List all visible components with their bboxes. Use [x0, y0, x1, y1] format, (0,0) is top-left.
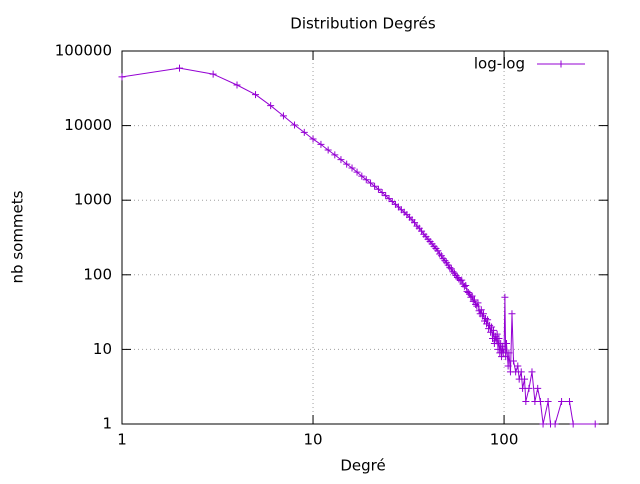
- point-marker: [291, 121, 299, 129]
- y-tick-label: 10: [93, 340, 112, 358]
- point-marker: [536, 398, 544, 406]
- chart-title: Distribution Degrés: [290, 15, 436, 33]
- point-marker: [539, 420, 547, 428]
- point-marker: [337, 156, 345, 164]
- y-tick-label: 100000: [55, 42, 112, 60]
- point-marker: [498, 342, 506, 350]
- point-marker: [489, 326, 497, 334]
- x-tick-label: 1: [117, 431, 127, 449]
- point-marker: [551, 420, 559, 428]
- point-marker: [495, 334, 503, 342]
- point-marker: [477, 306, 485, 314]
- point-marker: [233, 81, 241, 89]
- point-marker: [362, 176, 370, 184]
- point-marker: [453, 274, 461, 282]
- point-marker: [591, 420, 599, 428]
- point-marker: [209, 70, 217, 78]
- point-marker: [501, 293, 509, 301]
- y-tick-label: 100: [83, 265, 112, 283]
- point-marker: [462, 281, 470, 289]
- point-marker: [252, 91, 260, 99]
- point-marker: [309, 135, 317, 143]
- point-marker: [300, 128, 308, 136]
- point-marker: [483, 320, 491, 328]
- point-marker: [279, 112, 287, 120]
- point-marker: [446, 264, 454, 272]
- point-marker: [558, 398, 566, 406]
- point-marker: [528, 368, 536, 376]
- point-marker: [569, 420, 577, 428]
- point-marker: [378, 188, 386, 196]
- series-line: [121, 67, 596, 425]
- point-marker: [343, 160, 351, 168]
- point-marker: [517, 368, 525, 376]
- point-marker: [503, 339, 511, 347]
- point-marker: [519, 384, 527, 392]
- point-marker: [434, 247, 442, 255]
- x-tick-label: 100: [490, 431, 519, 449]
- point-marker: [521, 375, 529, 383]
- y-tick-label: 1000: [74, 191, 112, 209]
- point-marker: [468, 292, 476, 300]
- point-marker: [485, 325, 493, 333]
- point-marker: [324, 146, 332, 154]
- point-marker: [449, 268, 457, 276]
- point-marker: [500, 345, 508, 353]
- y-axis-label: nb sommets: [9, 190, 27, 283]
- legend-label: log-log: [474, 55, 525, 73]
- point-marker: [353, 168, 361, 176]
- point-marker: [460, 282, 468, 290]
- point-marker: [374, 185, 382, 193]
- point-marker: [267, 102, 275, 110]
- point-marker: [458, 276, 466, 284]
- point-marker: [317, 140, 325, 148]
- point-marker: [502, 353, 510, 361]
- point-marker: [467, 293, 475, 301]
- point-marker: [534, 384, 542, 392]
- legend-swatch-marker: [557, 60, 565, 68]
- point-marker: [525, 384, 533, 392]
- point-marker: [382, 192, 390, 200]
- point-marker: [504, 362, 512, 370]
- point-marker: [176, 64, 184, 72]
- point-marker: [514, 362, 522, 370]
- point-marker: [470, 296, 478, 304]
- point-marker: [348, 164, 356, 172]
- y-tick-label: 10000: [64, 116, 112, 134]
- x-axis-label: Degré: [340, 457, 385, 475]
- point-marker: [371, 182, 379, 190]
- point-marker: [331, 151, 339, 159]
- point-marker: [505, 349, 513, 357]
- point-marker: [494, 345, 502, 353]
- point-marker: [522, 398, 530, 406]
- point-marker: [473, 302, 481, 310]
- point-marker: [118, 73, 126, 81]
- point-marker: [565, 398, 573, 406]
- point-marker: [385, 195, 393, 203]
- point-marker: [436, 250, 444, 258]
- point-marker: [509, 357, 517, 365]
- point-marker: [358, 172, 366, 180]
- point-marker: [479, 310, 487, 318]
- point-marker: [484, 316, 492, 324]
- point-marker: [367, 179, 375, 187]
- point-marker: [544, 398, 552, 406]
- x-tick-label: 10: [303, 431, 322, 449]
- y-tick-label: 1: [102, 415, 112, 433]
- plot-border: [121, 50, 609, 425]
- point-marker: [474, 299, 482, 307]
- point-marker: [493, 330, 501, 338]
- point-marker: [508, 310, 516, 318]
- point-marker: [464, 288, 472, 296]
